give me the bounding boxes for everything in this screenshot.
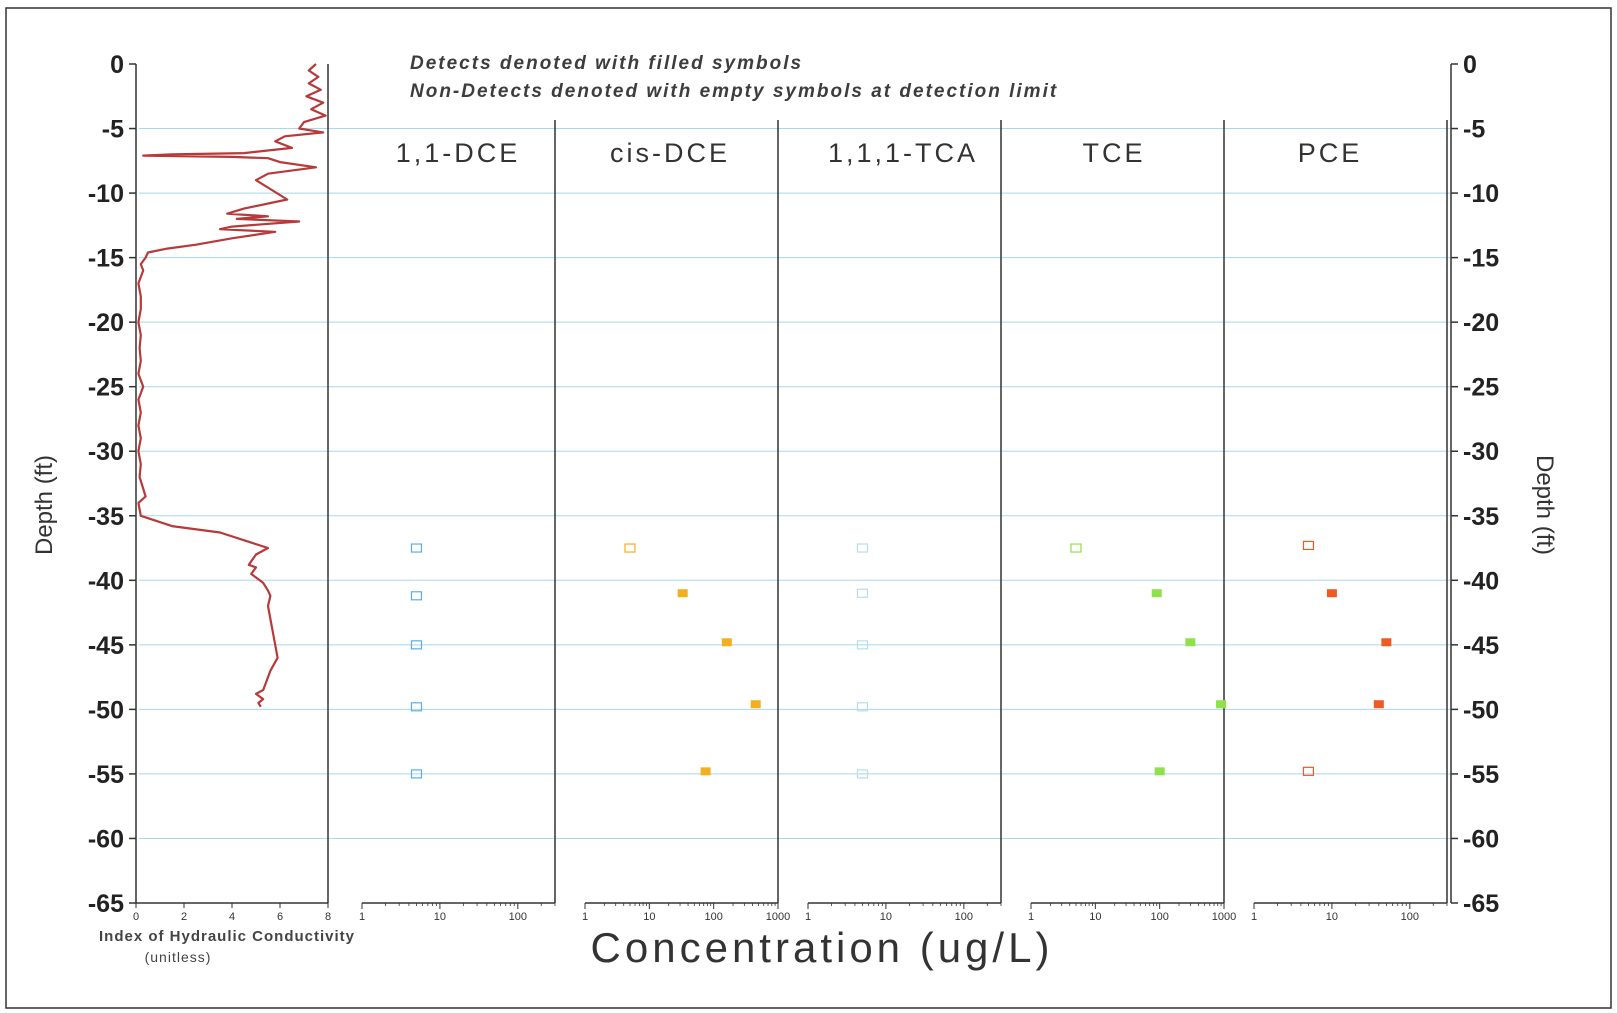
panel-1: 1 10 100 1000 cis-DCE — [582, 120, 790, 923]
panel-x-tick-label: 100 — [509, 911, 527, 923]
hc-axis-unit: (unitless) — [145, 949, 212, 965]
panel-x-tick-label: 10 — [880, 911, 892, 923]
figure-border — [5, 7, 1612, 1009]
concentration-panels: 1 10 100 1,1-DCE 1 10 100 1000 cis-DCE 1 10 100 1,1,… — [359, 120, 1448, 923]
nondetect-point — [410, 591, 423, 601]
hc-x-tick-label: 0 — [133, 911, 139, 923]
nondetect-point — [1302, 766, 1315, 776]
y-tick-label-left: -30 — [88, 438, 124, 466]
panel-title: PCE — [1298, 138, 1363, 168]
y-tick-label-left: -15 — [88, 245, 124, 273]
panel-x-tick-label: 100 — [1401, 911, 1419, 923]
y-tick-label-left: -50 — [88, 696, 124, 724]
panel-x-tick-label: 1 — [805, 911, 811, 923]
panel-x-tick-label: 10 — [434, 911, 446, 923]
hc-line — [137, 63, 327, 708]
y-tick-label-right: -60 — [1463, 825, 1499, 853]
y-tick-label-left: 0 — [110, 51, 124, 79]
y-tick-label-left: -35 — [88, 503, 124, 531]
y-tick-label-right: -15 — [1463, 245, 1499, 273]
nondetect-point — [856, 769, 869, 779]
detect-point — [721, 638, 732, 647]
nondetect-point — [856, 543, 869, 553]
y-tick-label-left: -5 — [102, 116, 124, 144]
nondetect-point — [1070, 543, 1082, 553]
nondetect-point — [624, 543, 636, 553]
y-tick-label-right: -5 — [1463, 116, 1485, 144]
legend-note-nondetects: Non-Detects denoted with empty symbols a… — [410, 81, 1058, 102]
hc-x-tick-label: 6 — [277, 911, 283, 923]
nondetect-point — [1302, 540, 1315, 551]
y-tick-label-right: 0 — [1463, 51, 1477, 79]
hc-axis-label: Index of Hydraulic Conductivity — [99, 928, 355, 945]
y-tick-label-left: -10 — [88, 180, 124, 208]
legend-note-detects: Detects denoted with filled symbols — [410, 53, 803, 74]
detect-point — [677, 589, 688, 598]
concentration-axis-label: Concentration (ug/L) — [591, 924, 1054, 971]
y-axis-label-right: Depth (ft) — [1531, 455, 1558, 555]
panel-x-tick-label: 100 — [1150, 911, 1168, 923]
y-tick-label-left: -65 — [88, 890, 124, 918]
panel-title: 1,1,1-TCA — [828, 138, 978, 168]
panel-4: 1 10 100 PCE — [1251, 120, 1448, 923]
y-axis-label-left: Depth (ft) — [31, 455, 58, 555]
panel-x-tick-label: 100 — [704, 911, 722, 923]
detect-point — [1154, 767, 1165, 776]
y-tick-label-right: -65 — [1463, 890, 1499, 918]
detect-point — [700, 767, 711, 776]
hc-x-tick-label: 8 — [325, 911, 331, 923]
panel-x-tick-label: 1 — [582, 911, 588, 923]
y-tick-label-right: -35 — [1463, 503, 1499, 531]
y-tick-label-left: -55 — [88, 761, 124, 789]
y-tick-label-right: -40 — [1463, 567, 1499, 595]
panel-x-tick-label: 1000 — [766, 911, 790, 923]
panel-x-tick-label: 10 — [1326, 911, 1338, 923]
y-tick-label-left: -20 — [88, 309, 124, 337]
panel-x-tick-label: 10 — [643, 911, 655, 923]
axes: 0 0 -5 -5 -10 -10 -15 -15 -20 -20 -25 -25 -30 -30 -35 -… — [88, 51, 1499, 918]
y-tick-label-right: -45 — [1463, 632, 1499, 660]
y-tick-label-right: -30 — [1463, 438, 1499, 466]
y-tick-label-left: -45 — [88, 632, 124, 660]
nondetect-point — [856, 588, 869, 598]
panel-title: TCE — [1083, 138, 1146, 168]
nondetect-point — [410, 702, 423, 712]
detect-point — [1151, 589, 1162, 598]
y-tick-label-right: -20 — [1463, 309, 1499, 337]
panel-title: 1,1-DCE — [396, 138, 521, 168]
nondetect-point — [410, 640, 423, 650]
y-tick-label-right: -55 — [1463, 761, 1499, 789]
panel-0: 1 10 100 1,1-DCE — [359, 120, 556, 923]
nondetect-point — [410, 769, 423, 779]
panel-x-tick-label: 10 — [1089, 911, 1101, 923]
y-tick-label-left: -60 — [88, 825, 124, 853]
detect-point — [1185, 638, 1196, 647]
panel-x-tick-label: 1 — [359, 911, 365, 923]
grid-lines — [139, 128, 1450, 839]
panel-3: 1 10 100 1000 TCE — [1028, 120, 1236, 923]
panel-2: 1 10 100 1,1,1-TCA — [805, 120, 1002, 923]
detect-point — [1216, 700, 1227, 709]
panel-x-tick-label: 1 — [1028, 911, 1034, 923]
nondetect-point — [410, 543, 423, 553]
panel-x-tick-label: 100 — [955, 911, 973, 923]
detect-point — [1326, 589, 1337, 598]
y-tick-label-right: -10 — [1463, 180, 1499, 208]
y-tick-label-left: -40 — [88, 567, 124, 595]
y-tick-label-right: -50 — [1463, 696, 1499, 724]
detect-point — [1381, 638, 1392, 647]
panel-x-tick-label: 1 — [1251, 911, 1257, 923]
hc-x-tick-label: 2 — [181, 911, 187, 923]
nondetect-point — [856, 702, 869, 712]
hc-x-tick-label: 4 — [229, 911, 235, 923]
y-tick-label-left: -25 — [88, 374, 124, 402]
panel-x-tick-label: 1000 — [1212, 911, 1236, 923]
panel-title: cis-DCE — [610, 138, 730, 168]
detect-point — [750, 700, 761, 709]
detect-point — [1373, 700, 1384, 709]
nondetect-point — [856, 640, 869, 650]
hydraulic-conductivity-panel: 0 2 4 6 8 — [133, 63, 331, 923]
y-tick-label-right: -25 — [1463, 374, 1499, 402]
